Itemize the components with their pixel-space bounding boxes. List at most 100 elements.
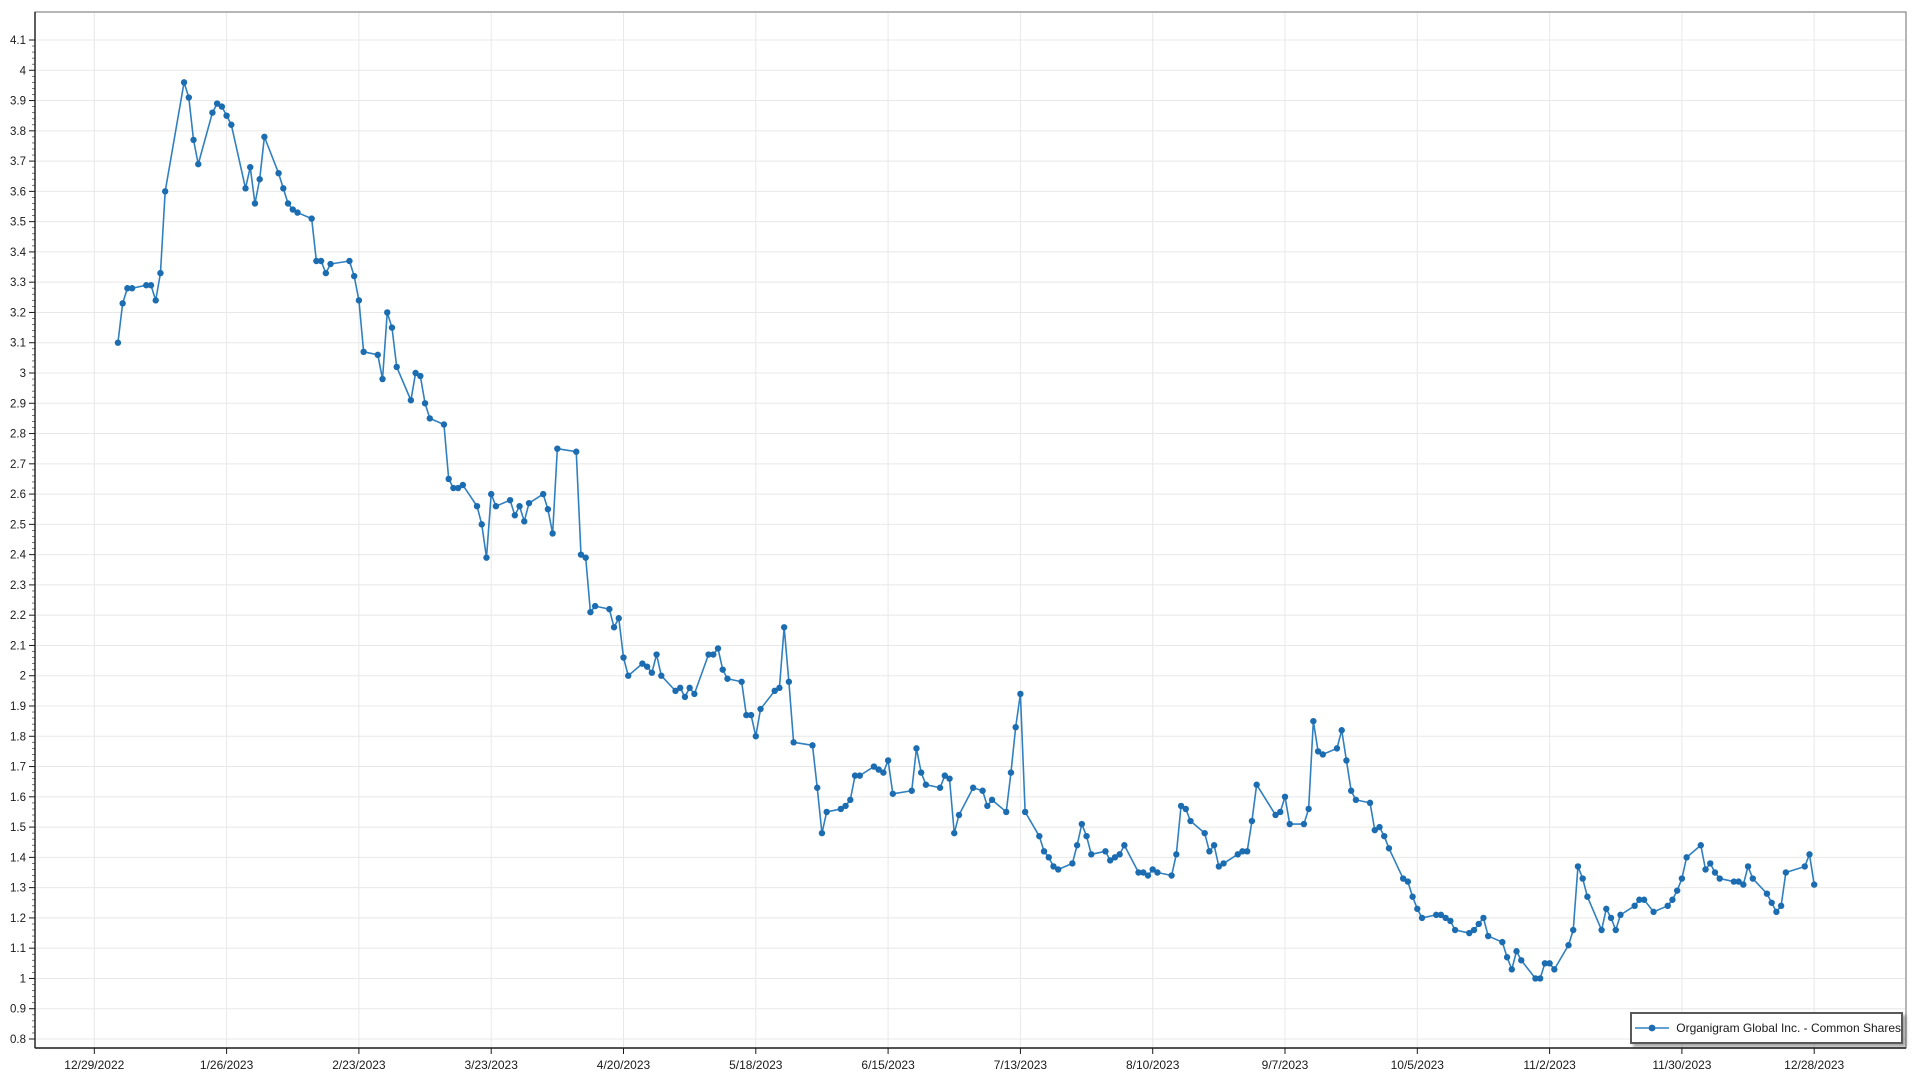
- data-point-marker[interactable]: [327, 260, 334, 268]
- data-point-marker[interactable]: [1040, 848, 1048, 855]
- data-point-marker[interactable]: [1735, 878, 1742, 885]
- data-point-marker[interactable]: [677, 684, 684, 692]
- data-point-marker[interactable]: [554, 445, 561, 452]
- data-point-marker[interactable]: [913, 745, 920, 752]
- data-point-marker[interactable]: [483, 554, 490, 561]
- data-point-marker[interactable]: [539, 490, 547, 498]
- data-point-marker[interactable]: [473, 503, 481, 510]
- data-point-marker[interactable]: [785, 678, 793, 685]
- data-point-marker[interactable]: [1182, 805, 1189, 813]
- data-point-marker[interactable]: [1470, 926, 1478, 934]
- data-point-marker[interactable]: [157, 269, 164, 277]
- data-point-marker[interactable]: [856, 772, 863, 779]
- data-point-marker[interactable]: [521, 518, 528, 525]
- data-point-marker[interactable]: [313, 257, 320, 265]
- data-point-marker[interactable]: [615, 615, 622, 622]
- data-point-marker[interactable]: [1617, 911, 1624, 919]
- data-point-marker[interactable]: [738, 678, 745, 685]
- data-point-marker[interactable]: [1073, 842, 1081, 849]
- data-point-marker[interactable]: [289, 206, 296, 213]
- data-point-marker[interactable]: [1234, 851, 1241, 858]
- data-point-marker[interactable]: [1702, 866, 1709, 873]
- data-point-marker[interactable]: [350, 272, 358, 280]
- data-point-marker[interactable]: [1418, 914, 1426, 922]
- data-point-marker[interactable]: [1480, 914, 1487, 922]
- data-point-marker[interactable]: [818, 829, 826, 837]
- data-point-marker[interactable]: [606, 605, 613, 613]
- data-point-marker[interactable]: [955, 811, 963, 819]
- data-point-marker[interactable]: [355, 297, 363, 304]
- data-point-marker[interactable]: [1007, 769, 1015, 776]
- data-point-marker[interactable]: [1102, 848, 1109, 855]
- data-point-marker[interactable]: [1768, 899, 1775, 906]
- data-point-marker[interactable]: [823, 808, 830, 816]
- data-point-marker[interactable]: [1730, 878, 1738, 885]
- data-point-marker[interactable]: [1763, 890, 1771, 897]
- data-point-marker[interactable]: [143, 282, 150, 289]
- data-point-marker[interactable]: [672, 687, 679, 695]
- data-point-marker[interactable]: [1135, 869, 1142, 876]
- data-point-marker[interactable]: [544, 506, 552, 513]
- data-point-marker[interactable]: [506, 496, 514, 504]
- data-point-marker[interactable]: [223, 112, 230, 119]
- data-point-marker[interactable]: [1173, 851, 1180, 858]
- data-point-marker[interactable]: [261, 133, 268, 141]
- data-point-marker[interactable]: [516, 503, 523, 510]
- data-point-marker[interactable]: [1154, 869, 1161, 876]
- data-point-marker[interactable]: [1503, 954, 1511, 961]
- data-point-marker[interactable]: [322, 269, 330, 277]
- data-point-marker[interactable]: [1314, 748, 1322, 755]
- data-point-marker[interactable]: [407, 397, 415, 404]
- data-point-marker[interactable]: [128, 285, 136, 292]
- data-point-marker[interactable]: [880, 769, 887, 776]
- data-point-marker[interactable]: [1140, 869, 1147, 876]
- data-point-marker[interactable]: [1484, 932, 1492, 940]
- data-point-marker[interactable]: [454, 484, 462, 492]
- legend[interactable]: Organigram Global Inc. - Common Shares: [1630, 1012, 1903, 1044]
- data-point-marker[interactable]: [124, 285, 131, 292]
- data-point-marker[interactable]: [209, 109, 216, 116]
- data-point-marker[interactable]: [1343, 757, 1350, 764]
- data-point-marker[interactable]: [317, 257, 325, 265]
- data-point-marker[interactable]: [251, 200, 259, 207]
- data-point-marker[interactable]: [1773, 908, 1780, 916]
- data-point-marker[interactable]: [1177, 802, 1185, 810]
- data-point-marker[interactable]: [1106, 857, 1114, 864]
- data-point-marker[interactable]: [1003, 808, 1010, 816]
- data-point-marker[interactable]: [1603, 905, 1610, 913]
- data-point-marker[interactable]: [842, 802, 849, 810]
- data-point-marker[interactable]: [1078, 820, 1086, 828]
- data-point-marker[interactable]: [1239, 848, 1246, 855]
- data-point-marker[interactable]: [743, 711, 750, 719]
- data-point-marker[interactable]: [984, 802, 991, 810]
- data-point-marker[interactable]: [1536, 975, 1544, 982]
- data-point-marker[interactable]: [1055, 866, 1062, 873]
- data-point-marker[interactable]: [379, 375, 386, 383]
- data-point-marker[interactable]: [1083, 832, 1090, 840]
- data-point-marker[interactable]: [1678, 875, 1686, 882]
- data-point-marker[interactable]: [1801, 863, 1808, 870]
- data-point-marker[interactable]: [152, 297, 159, 304]
- data-point-marker[interactable]: [1711, 869, 1719, 876]
- data-point-marker[interactable]: [242, 185, 249, 192]
- data-point-marker[interactable]: [440, 421, 448, 428]
- data-point-marker[interactable]: [809, 742, 816, 749]
- data-point-marker[interactable]: [1669, 896, 1676, 903]
- data-point-marker[interactable]: [643, 663, 651, 670]
- data-point-marker[interactable]: [681, 693, 689, 701]
- data-point-marker[interactable]: [847, 796, 854, 804]
- data-point-marker[interactable]: [256, 176, 263, 183]
- data-point-marker[interactable]: [705, 651, 712, 658]
- data-point-marker[interactable]: [1607, 914, 1615, 922]
- data-point-marker[interactable]: [412, 369, 419, 377]
- data-point-marker[interactable]: [1584, 893, 1591, 900]
- data-point-marker[interactable]: [1811, 881, 1818, 888]
- data-point-marker[interactable]: [417, 372, 424, 380]
- data-point-marker[interactable]: [1532, 975, 1539, 982]
- data-point-marker[interactable]: [1319, 751, 1327, 758]
- data-point-marker[interactable]: [1749, 875, 1756, 882]
- data-point-marker[interactable]: [719, 666, 726, 673]
- data-point-marker[interactable]: [1017, 690, 1024, 698]
- data-point-marker[interactable]: [1116, 851, 1123, 858]
- data-point-marker[interactable]: [478, 521, 485, 528]
